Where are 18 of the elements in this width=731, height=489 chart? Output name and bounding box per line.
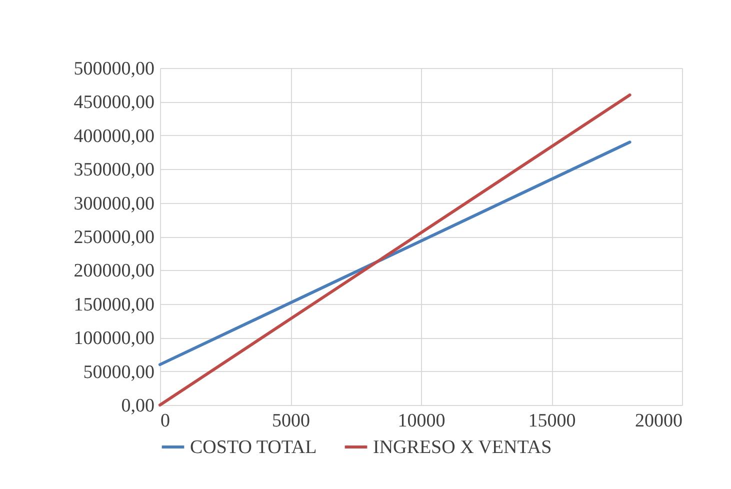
x-tick-label: 0 xyxy=(160,410,170,432)
y-tick-label: 300000,00 xyxy=(74,193,154,214)
y-tick-label: 250000,00 xyxy=(74,227,154,248)
y-tick-label: 0,00 xyxy=(121,396,154,416)
x-tick-label: 10000 xyxy=(398,410,446,432)
legend-label: INGRESO X VENTAS xyxy=(373,437,552,458)
y-tick-label: 100000,00 xyxy=(74,328,154,350)
y-tick-label: 150000,00 xyxy=(74,294,154,316)
x-tick-label: 20000 xyxy=(635,410,682,432)
x-tick-label: 5000 xyxy=(272,410,310,432)
y-tick-label: 200000,00 xyxy=(74,260,154,282)
y-tick-label: 400000,00 xyxy=(74,126,154,147)
y-tick-label: 450000,00 xyxy=(74,92,154,114)
y-tick-label: 500000,00 xyxy=(74,58,154,80)
y-tick-label: 50000,00 xyxy=(83,362,154,383)
legend-label: COSTO TOTAL xyxy=(190,437,317,458)
y-tick-label: 350000,00 xyxy=(74,160,154,181)
x-tick-label: 15000 xyxy=(528,410,576,432)
